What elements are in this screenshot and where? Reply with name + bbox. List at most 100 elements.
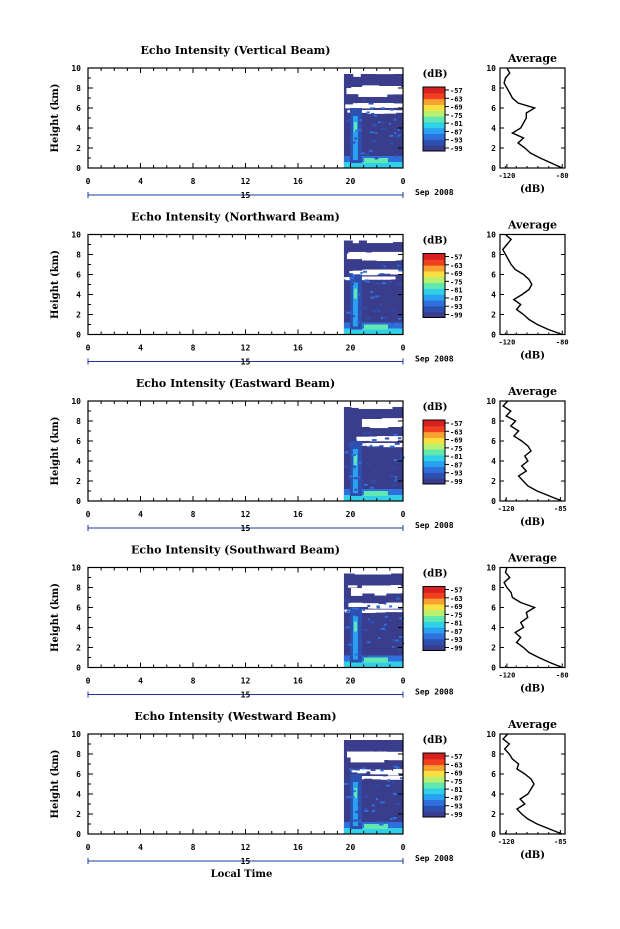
x-tick-label: 0 xyxy=(86,177,91,186)
echo-speckle xyxy=(352,465,356,468)
heatmap xyxy=(343,734,404,834)
y-axis-label: Height (km) xyxy=(50,417,61,486)
echo-speckle xyxy=(370,296,375,299)
low-echo-layer xyxy=(363,824,388,829)
echo-speckle xyxy=(366,316,371,319)
echo-speckle xyxy=(363,306,367,309)
echo-speckle xyxy=(344,451,349,454)
colorbar-tick-label: -75 xyxy=(450,611,463,619)
date-month-label: Sep 2008 xyxy=(415,355,454,364)
colorbar-tick-label: -87 xyxy=(450,128,463,136)
colorbar-tick-label: -87 xyxy=(450,794,463,802)
panel-1: Echo Intensity (Vertical Beam) Height (km… xyxy=(50,44,569,200)
no-echo-gap xyxy=(350,104,381,108)
echo-speckle xyxy=(371,620,375,623)
colorbar-tick-label: -57 xyxy=(450,587,463,595)
echo-speckle xyxy=(393,154,397,157)
colorbar-tick-label: -69 xyxy=(450,770,463,778)
echo-speckle xyxy=(377,637,381,640)
echo-speckle xyxy=(398,269,403,272)
echo-speckle xyxy=(343,782,349,785)
colorbar-frame xyxy=(422,86,446,152)
profile-x-tick-label: -120 xyxy=(498,672,515,680)
date-month-label: Sep 2008 xyxy=(415,688,454,697)
no-echo-gap xyxy=(377,235,395,242)
echo-speckle xyxy=(384,127,388,130)
profile-y-tick-label: 8 xyxy=(491,417,496,426)
profile-y-tick-label: 4 xyxy=(491,790,496,799)
profile-y-tick-label: 0 xyxy=(491,664,496,673)
colorbar-segment xyxy=(423,644,445,651)
no-echo-gap xyxy=(344,234,359,239)
echo-speckle xyxy=(380,316,384,319)
echo-speckle xyxy=(399,777,404,780)
low-echo-layer xyxy=(363,657,388,663)
echo-speckle xyxy=(399,617,404,620)
echo-speckle xyxy=(392,645,395,648)
colorbar-segment xyxy=(423,288,445,295)
profile-y-tick-label: 8 xyxy=(491,84,496,93)
echo-speckle xyxy=(393,765,397,768)
low-echo-layer xyxy=(363,491,388,496)
echo-speckle xyxy=(366,280,371,283)
date-day-label: 15 xyxy=(241,857,251,866)
colorbar-segment xyxy=(423,145,445,152)
profile-title: Average xyxy=(507,552,557,565)
colorbar-segment xyxy=(423,443,445,450)
colorbar-segment xyxy=(423,127,445,135)
echo-speckle xyxy=(363,628,368,631)
echo-speckle xyxy=(348,781,353,784)
profile-line xyxy=(502,733,563,835)
echo-speckle xyxy=(376,309,381,312)
colorbar-segment xyxy=(423,472,445,479)
echo-speckle xyxy=(357,129,362,132)
low-echo-layer xyxy=(343,495,403,501)
echo-speckle xyxy=(369,444,373,447)
echo-speckle xyxy=(390,638,395,641)
echo-speckle xyxy=(399,456,405,459)
colorbar-segment xyxy=(423,110,445,117)
echo-speckle xyxy=(392,792,397,795)
echo-speckle xyxy=(392,817,397,820)
y-tick-label: 6 xyxy=(76,104,81,113)
echo-column xyxy=(353,621,357,632)
echo-speckle xyxy=(355,768,360,771)
echo-speckle xyxy=(381,627,385,630)
echo-speckle xyxy=(393,433,398,436)
no-echo-gap xyxy=(351,402,367,408)
echo-speckle xyxy=(359,133,362,136)
echo-speckle xyxy=(350,283,354,286)
profile-y-tick-label: 4 xyxy=(491,457,496,466)
profile-y-tick-label: 0 xyxy=(491,830,496,839)
echo-speckle xyxy=(375,784,380,787)
low-echo-layer xyxy=(343,328,403,335)
echo-speckle xyxy=(347,444,351,447)
echo-speckle xyxy=(361,152,365,155)
echo-speckle xyxy=(347,600,351,603)
echo-speckle xyxy=(398,453,403,456)
colorbar-segment xyxy=(423,770,445,777)
echo-speckle xyxy=(374,157,379,160)
echo-speckle xyxy=(398,264,402,267)
colorbar-tick-label: -93 xyxy=(450,303,463,311)
echo-speckle xyxy=(370,480,375,483)
profile-frame xyxy=(499,566,566,669)
echo-speckle xyxy=(354,488,358,491)
profile-frame xyxy=(499,67,566,169)
no-echo-gap xyxy=(348,603,379,607)
x-tick-label: 12 xyxy=(241,677,251,686)
echo-speckle xyxy=(372,811,375,814)
echo-speckle xyxy=(352,466,355,469)
echo-speckle xyxy=(395,765,399,768)
low-echo-layer xyxy=(343,162,403,168)
echo-speckle xyxy=(372,124,377,127)
colorbar-tick-label: -81 xyxy=(450,120,463,128)
echo-speckle xyxy=(397,128,400,131)
colorbar-tick-label: -63 xyxy=(450,595,463,603)
no-echo-gap xyxy=(381,570,403,574)
colorbar-tick-label: -57 xyxy=(450,753,463,761)
panel-title: Echo Intensity (Vertical Beam) xyxy=(140,44,330,57)
colorbar-segment xyxy=(423,811,445,818)
echo-speckle xyxy=(345,610,351,613)
